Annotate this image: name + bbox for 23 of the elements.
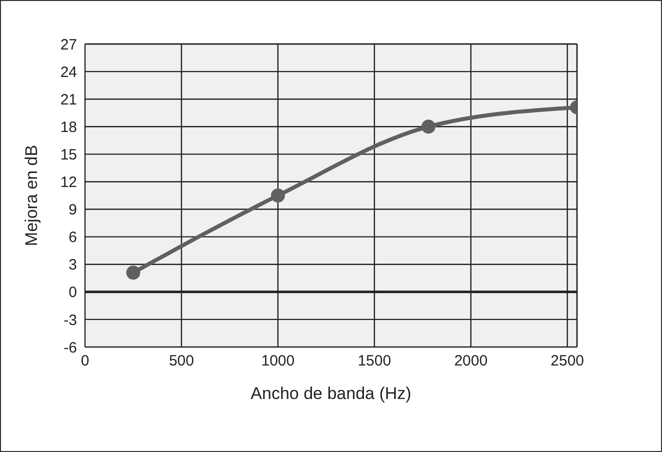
x-tick-label: 2000	[454, 352, 488, 370]
point	[421, 120, 436, 134]
y-tick-label: 3	[68, 256, 77, 274]
y-tick-label: -6	[64, 339, 77, 356]
point	[126, 266, 140, 280]
x-tick-label: 0	[80, 352, 90, 370]
y-tick-label: 15	[60, 146, 77, 164]
y-tick-label: 21	[60, 91, 77, 108]
y-axis-title: Mejora en dB	[22, 144, 42, 246]
x-axis-title: Ancho de banda (Hz)	[250, 384, 412, 403]
y-tick-label: 6	[68, 229, 77, 246]
y-tick-label: -3	[64, 312, 77, 329]
x-tick-label: 500	[168, 352, 194, 370]
point	[270, 188, 285, 202]
y-tick-label: 24	[60, 64, 77, 81]
x-tick-label: 2500	[550, 352, 584, 370]
y-tick-label: 18	[60, 118, 77, 136]
x-tick-label: 1000	[261, 352, 295, 370]
y-tick-label: 12	[60, 174, 77, 192]
y-tick-label: 27	[60, 36, 77, 54]
y-tick-label: 9	[68, 202, 77, 219]
y-tick-label: 0	[68, 284, 77, 302]
x-tick-label: 1500	[358, 352, 392, 370]
